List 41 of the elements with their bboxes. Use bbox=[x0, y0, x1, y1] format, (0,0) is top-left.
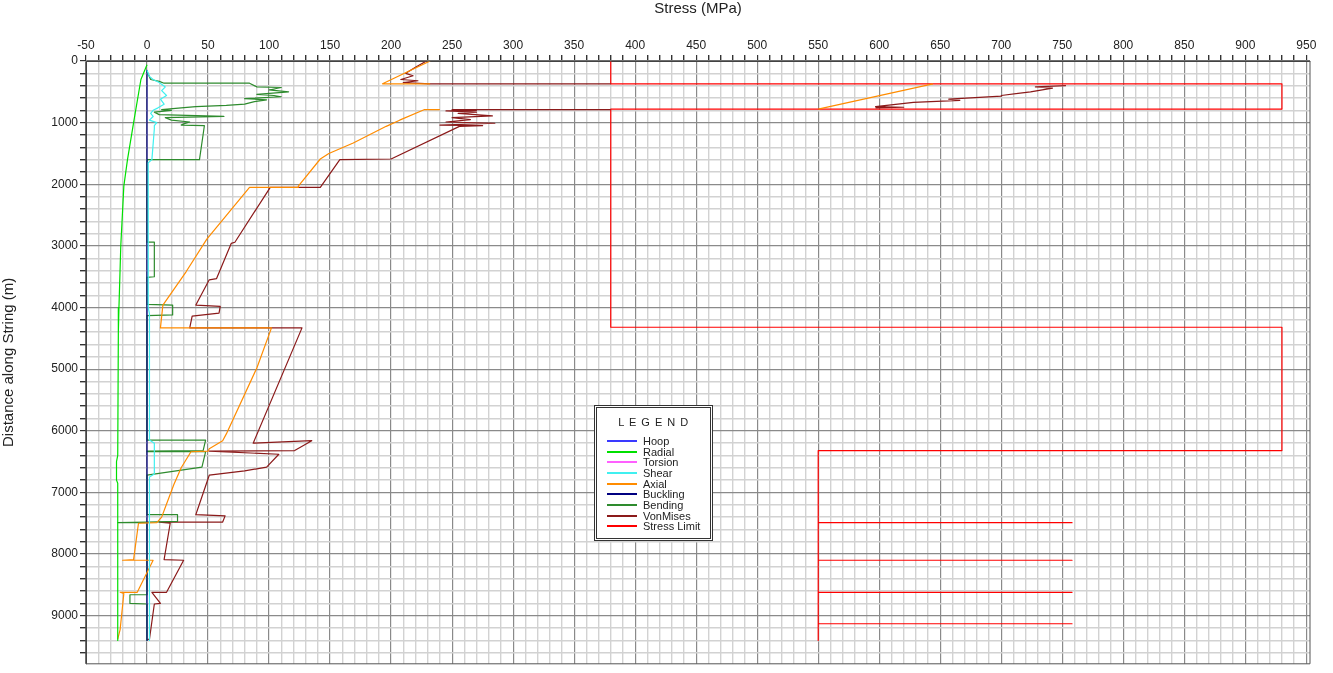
legend-label: Shear bbox=[642, 467, 673, 479]
y-tick-label: 0 bbox=[71, 53, 79, 68]
legend-label: Torsion bbox=[642, 456, 679, 469]
x-tick-label: 300 bbox=[503, 38, 524, 53]
legend-label: Bending bbox=[642, 499, 684, 512]
y-tick-label: 4000 bbox=[51, 299, 79, 314]
x-tick-label: 50 bbox=[201, 38, 216, 53]
y-tick-label: 8000 bbox=[51, 546, 79, 561]
legend-label: Stress Limit bbox=[642, 520, 701, 533]
legend-title: L E G E N D bbox=[617, 415, 691, 428]
y-tick-label: 6000 bbox=[51, 423, 79, 438]
x-tick-label: 200 bbox=[381, 38, 402, 53]
y-tick-label: 5000 bbox=[51, 361, 79, 376]
x-tick-label: 700 bbox=[991, 38, 1012, 53]
x-tick-label: 950 bbox=[1296, 38, 1317, 53]
x-tick-label: 250 bbox=[442, 38, 463, 53]
x-tick-label: 0 bbox=[143, 38, 151, 53]
legend-label: Axial bbox=[642, 477, 667, 490]
legend-label: Buckling bbox=[642, 488, 685, 501]
y-tick-label: 1000 bbox=[51, 114, 79, 129]
x-tick-label: 100 bbox=[259, 38, 280, 53]
x-tick-label: 150 bbox=[320, 38, 341, 53]
x-axis-title: Stress (MPa) bbox=[654, 0, 742, 17]
y-tick-label: 7000 bbox=[51, 484, 79, 499]
x-tick-label: 900 bbox=[1235, 38, 1256, 53]
y-axis-title: Distance along String (m) bbox=[0, 277, 17, 448]
x-tick-label: 800 bbox=[1113, 38, 1134, 53]
x-tick-label: 600 bbox=[869, 38, 890, 53]
x-tick-label: 550 bbox=[808, 38, 829, 53]
x-tick-label: 850 bbox=[1174, 38, 1195, 53]
y-tick-label: 3000 bbox=[51, 238, 79, 253]
x-tick-label: 350 bbox=[564, 38, 585, 53]
x-tick-label: -50 bbox=[77, 38, 95, 53]
legend-label: Hoop bbox=[642, 434, 670, 447]
x-tick-label: 400 bbox=[625, 38, 646, 53]
y-tick-label: 9000 bbox=[51, 608, 79, 623]
x-tick-label: 750 bbox=[1052, 38, 1073, 53]
y-tick-label: 2000 bbox=[51, 176, 79, 191]
x-tick-label: 500 bbox=[747, 38, 768, 53]
x-tick-label: 450 bbox=[686, 38, 707, 53]
x-tick-label: 650 bbox=[930, 38, 951, 53]
